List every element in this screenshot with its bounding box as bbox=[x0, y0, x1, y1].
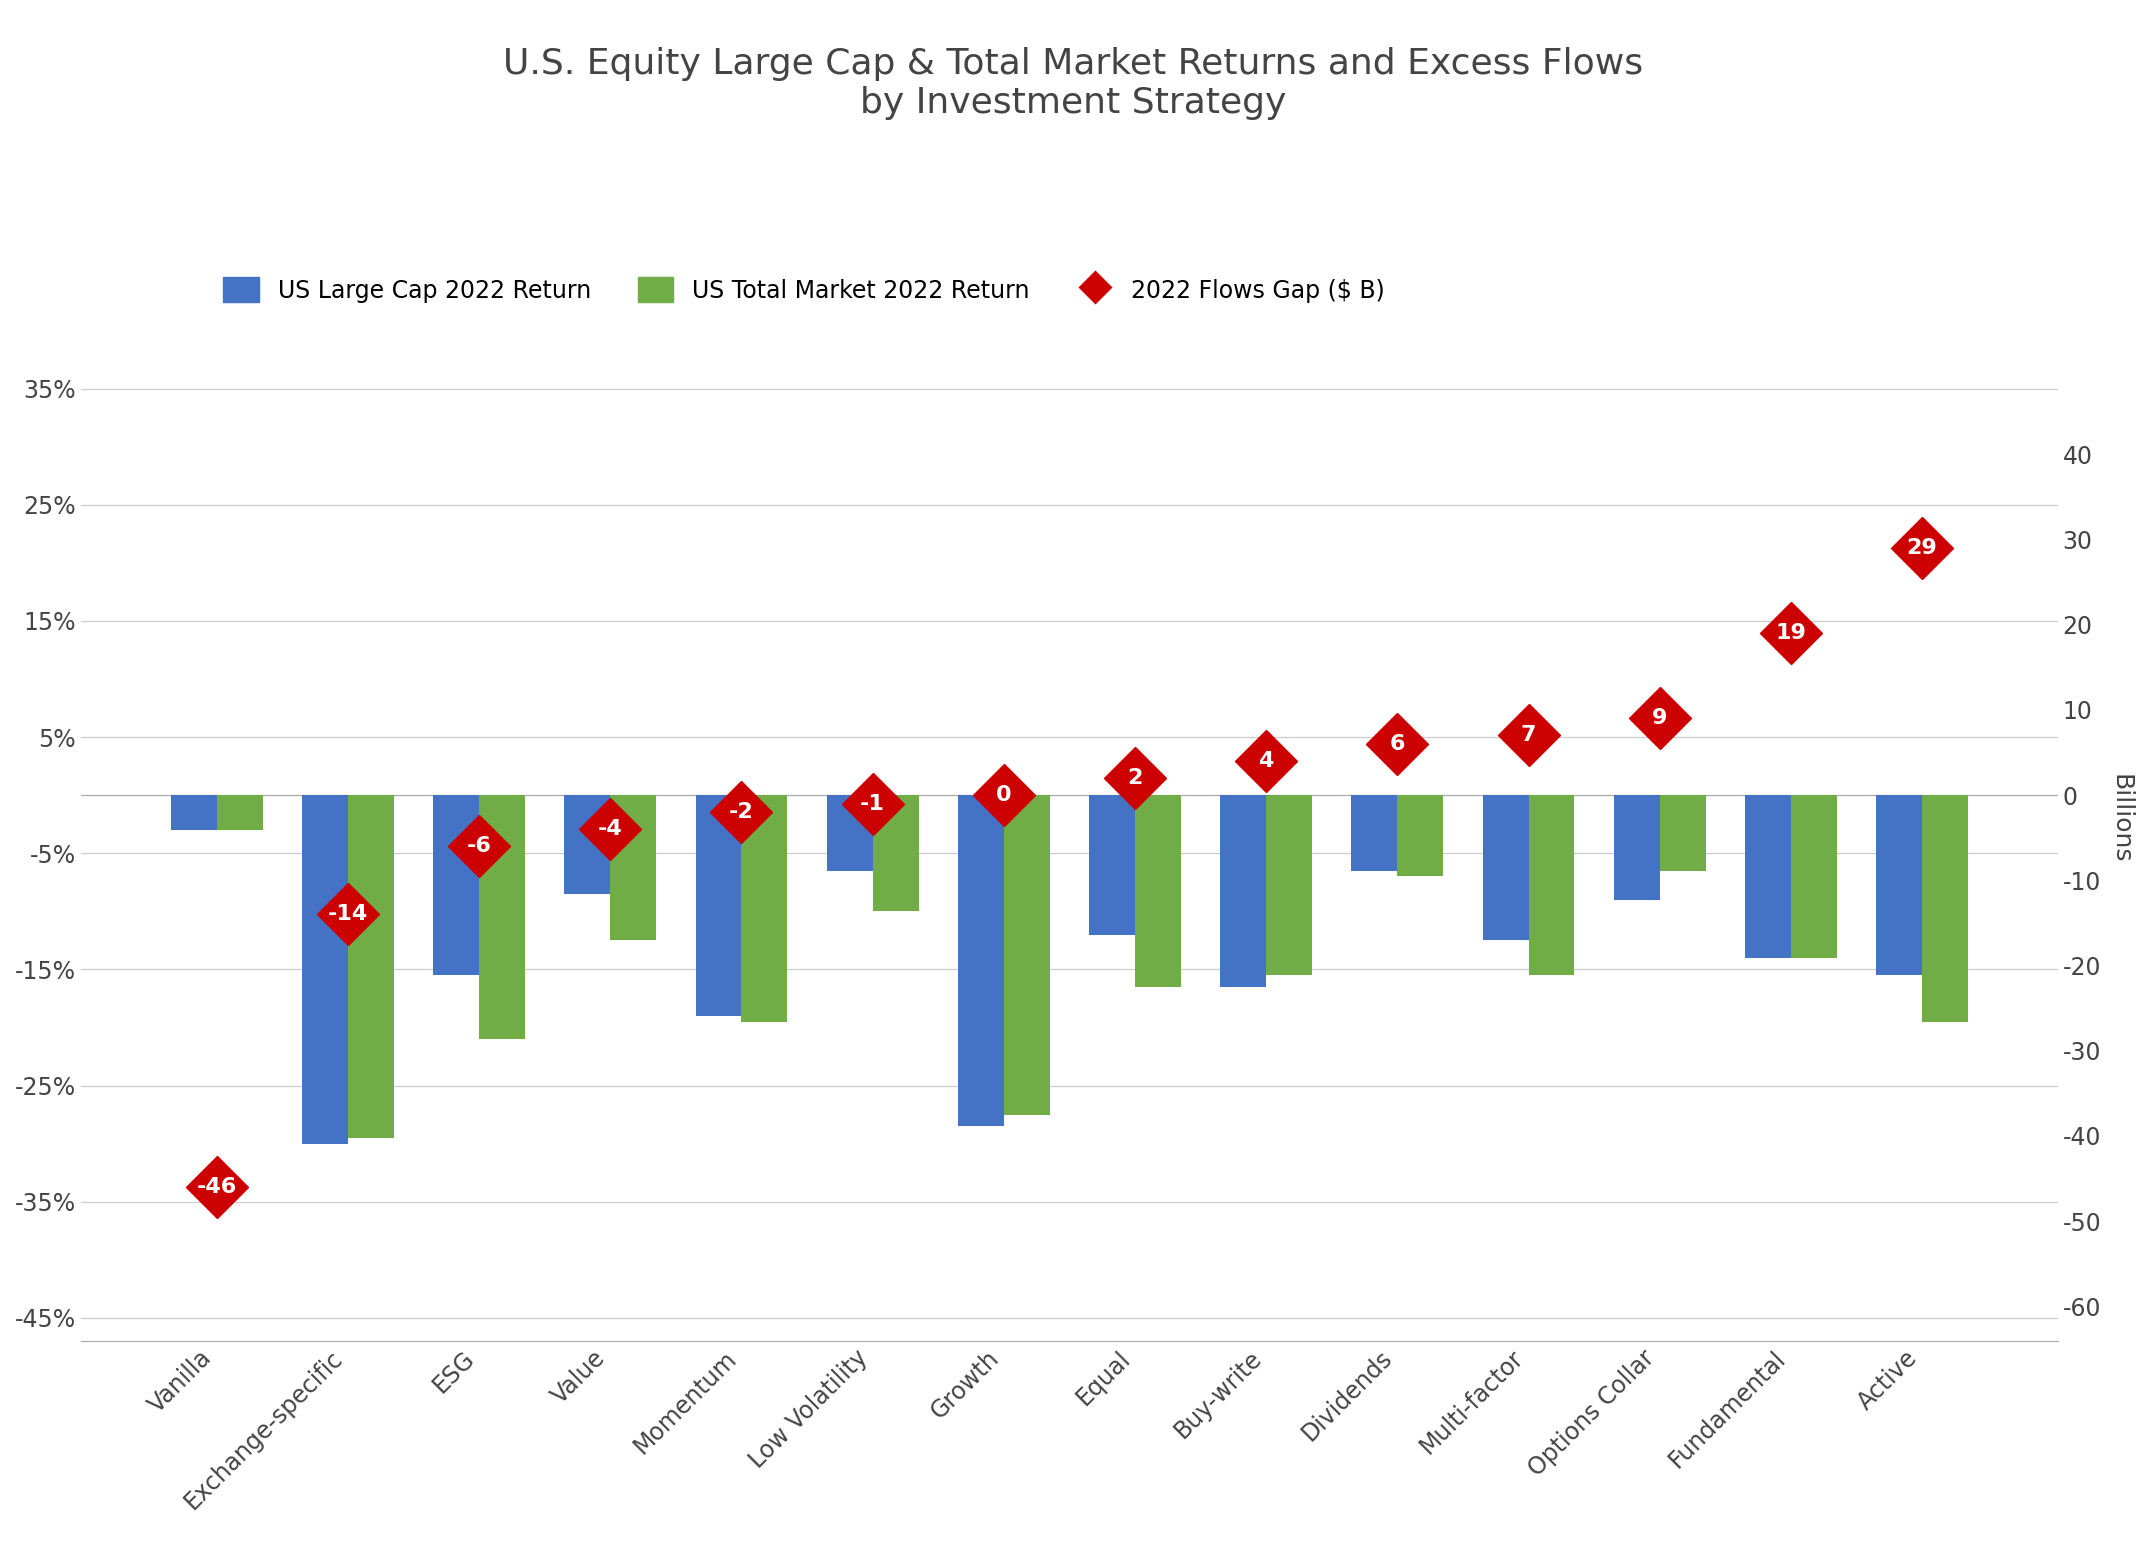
Text: 7: 7 bbox=[1520, 725, 1537, 746]
Bar bbox=[1005, 796, 1050, 1114]
Y-axis label: Billions: Billions bbox=[2108, 774, 2132, 863]
Bar bbox=[1267, 796, 1312, 975]
Text: 29: 29 bbox=[1907, 538, 1937, 558]
Bar bbox=[1746, 796, 1791, 958]
Text: U.S. Equity Large Cap & Total Market Returns and Excess Flows
by Investment Stra: U.S. Equity Large Cap & Total Market Ret… bbox=[502, 47, 1645, 120]
Bar bbox=[434, 796, 479, 975]
Bar bbox=[1136, 796, 1181, 987]
Bar bbox=[1350, 796, 1398, 870]
Bar bbox=[1615, 796, 1660, 900]
Bar bbox=[696, 796, 741, 1016]
Bar bbox=[1529, 796, 1574, 975]
Bar bbox=[479, 796, 526, 1039]
Legend: US Large Cap 2022 Return, US Total Market 2022 Return, 2022 Flows Gap ($ B): US Large Cap 2022 Return, US Total Marke… bbox=[210, 265, 1398, 314]
Text: 19: 19 bbox=[1776, 622, 1806, 643]
Bar bbox=[172, 796, 217, 830]
Bar bbox=[741, 796, 788, 1022]
Bar bbox=[1876, 796, 1922, 975]
Bar bbox=[827, 796, 872, 870]
Text: -1: -1 bbox=[861, 794, 885, 814]
Text: -6: -6 bbox=[466, 836, 492, 856]
Text: 9: 9 bbox=[1651, 708, 1668, 729]
Bar bbox=[1922, 796, 1969, 1022]
Bar bbox=[1791, 796, 1838, 958]
Bar bbox=[565, 796, 610, 894]
Bar bbox=[303, 796, 348, 1143]
Text: -4: -4 bbox=[597, 819, 623, 839]
Text: -14: -14 bbox=[328, 905, 367, 925]
Text: 6: 6 bbox=[1389, 733, 1404, 753]
Bar bbox=[872, 796, 919, 911]
Bar bbox=[1089, 796, 1136, 934]
Text: 2: 2 bbox=[1127, 768, 1142, 788]
Text: -46: -46 bbox=[198, 1178, 236, 1197]
Bar bbox=[348, 796, 393, 1137]
Bar bbox=[1219, 796, 1267, 987]
Bar bbox=[958, 796, 1005, 1126]
Text: -2: -2 bbox=[730, 802, 754, 822]
Bar bbox=[1484, 796, 1529, 941]
Bar bbox=[1398, 796, 1443, 877]
Bar bbox=[217, 796, 262, 830]
Bar bbox=[1660, 796, 1705, 870]
Text: 4: 4 bbox=[1258, 750, 1273, 771]
Bar bbox=[610, 796, 657, 941]
Text: 0: 0 bbox=[996, 785, 1011, 805]
